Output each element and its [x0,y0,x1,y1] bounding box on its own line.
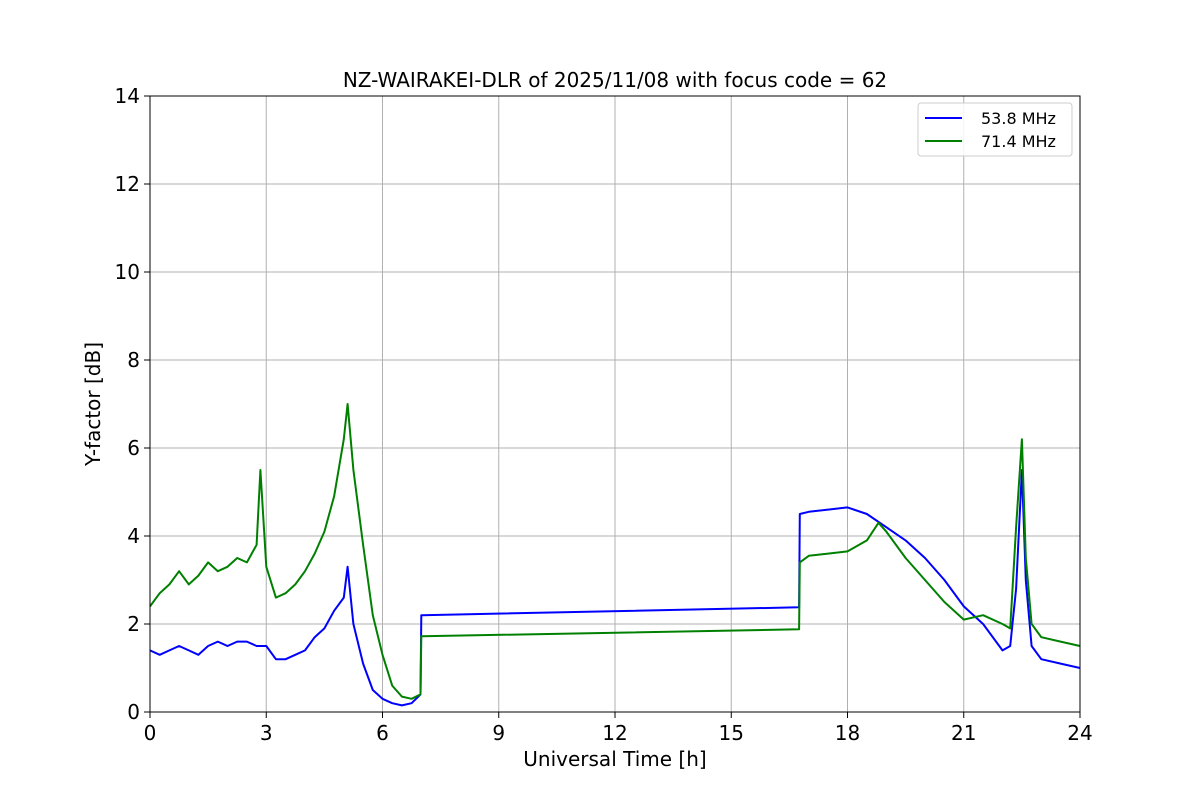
y-axis-label: Y-factor [dB] [81,342,105,467]
y-tick-label: 14 [115,84,140,108]
x-tick-label: 3 [260,721,273,745]
x-axis: 0 3 6 9 12 15 18 21 24 [144,712,1093,745]
series-lines [149,403,1081,707]
x-tick-label: 18 [835,721,860,745]
x-tick-label: 9 [492,721,505,745]
x-tick-label: 15 [719,721,744,745]
grid [149,95,1081,713]
y-axis: 0 2 4 6 8 10 12 14 [115,84,150,724]
x-tick-label: 24 [1067,721,1092,745]
legend: 53.8 MHz 71.4 MHz [917,102,1073,157]
legend-label-71-4-mhz: 71.4 MHz [981,132,1056,151]
y-tick-label: 0 [127,700,140,724]
legend-box [917,102,1073,157]
legend-label-53-8-mhz: 53.8 MHz [981,109,1056,128]
series-line-53-8-mhz [149,469,1081,707]
y-tick-label: 2 [127,612,140,636]
x-axis-label: Universal Time [h] [523,747,706,771]
series-line-71-4-mhz [149,403,1081,700]
y-tick-label: 4 [127,524,140,548]
y-tick-label: 10 [115,260,140,284]
x-tick-label: 21 [951,721,976,745]
y-tick-label: 6 [127,436,140,460]
y-tick-label: 8 [127,348,140,372]
x-tick-label: 12 [602,721,627,745]
x-tick-label: 6 [376,721,389,745]
x-tick-label: 0 [144,721,157,745]
y-tick-label: 12 [115,172,140,196]
chart-title: NZ-WAIRAKEI-DLR of 2025/11/08 with focus… [343,68,887,92]
